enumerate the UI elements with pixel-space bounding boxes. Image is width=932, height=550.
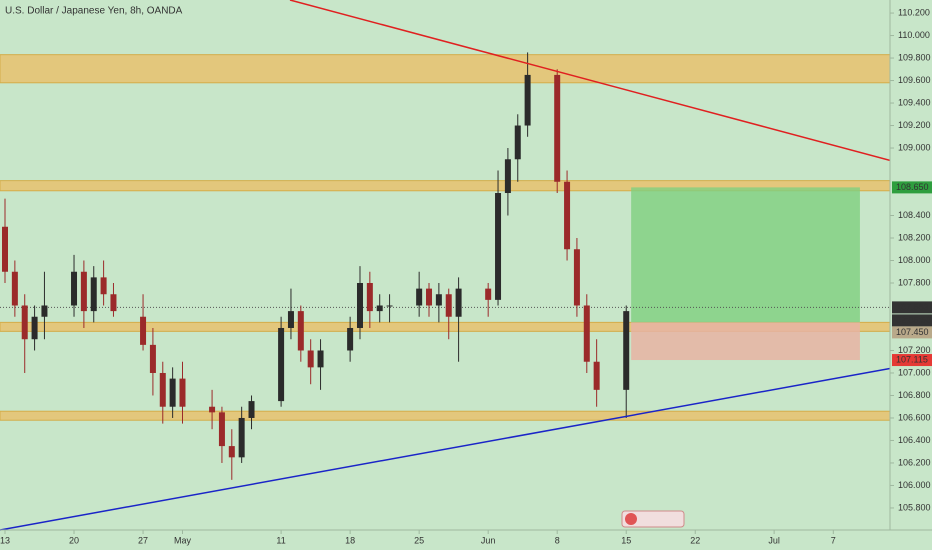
trend-line (0, 367, 891, 531)
y-tick-label: 109.200 (898, 120, 931, 130)
x-tick-label: 25 (414, 535, 424, 545)
x-tick-label: 20 (69, 535, 79, 545)
candle-body (347, 327, 354, 351)
x-tick-label: Jun (481, 535, 496, 545)
price-label-bg (892, 181, 932, 194)
candle-body (110, 294, 117, 312)
candle-body (485, 288, 492, 300)
y-tick-label: 109.000 (898, 142, 931, 152)
candle-body (514, 125, 521, 160)
y-tick-label: 107.200 (898, 345, 931, 355)
candle-body (218, 412, 225, 447)
price-label: 107.450 (896, 327, 929, 337)
candle-body (416, 288, 423, 306)
y-tick-label: 105.800 (898, 502, 931, 512)
y-tick-label: 106.800 (898, 390, 931, 400)
x-tick-label: 22 (690, 535, 700, 545)
y-tick-label: 110.200 (898, 7, 930, 17)
candle-body (445, 294, 452, 317)
loss-zone (631, 322, 860, 361)
zone (0, 410, 891, 421)
y-tick-label: 108.000 (898, 255, 931, 265)
candle-body (564, 181, 571, 250)
y-tick-label: 107.800 (898, 277, 931, 287)
candle-body (593, 361, 600, 390)
y-tick-label: 109.400 (898, 97, 931, 107)
candle-body (159, 372, 166, 407)
candle-body (90, 277, 97, 312)
candle-body (140, 316, 147, 345)
candle-body (80, 271, 87, 312)
x-tick-label: 8 (555, 535, 560, 545)
candle-body (11, 271, 18, 306)
candle-body (248, 401, 255, 418)
trend-line (289, 0, 891, 162)
candle-body (100, 277, 107, 295)
candle-body (524, 74, 531, 126)
y-tick-label: 106.600 (898, 412, 931, 422)
x-tick-label: 11 (276, 535, 285, 545)
candle-body (307, 350, 314, 368)
logo (621, 510, 685, 528)
profit-zone (631, 187, 860, 323)
candle-body (209, 406, 216, 413)
candle-body (623, 311, 630, 390)
y-tick-label: 106.200 (898, 457, 931, 467)
candle-body (366, 282, 373, 312)
candle-body (426, 288, 433, 306)
y-tick-label: 108.200 (898, 232, 931, 242)
candle-body (278, 327, 285, 402)
plot-area (0, 0, 891, 531)
x-tick-label: 13 (0, 535, 10, 545)
y-tick-label: 110.000 (898, 30, 930, 40)
x-tick-label: 27 (138, 535, 148, 545)
x-tick-label: 15 (621, 535, 631, 545)
candle-body (504, 159, 511, 194)
countdown-label: 02:05:50 (896, 315, 931, 325)
candle-body (317, 350, 324, 368)
x-tick-label: 18 (345, 535, 355, 545)
candle-body (41, 305, 48, 317)
candle-body (455, 288, 462, 317)
candle-body (21, 305, 28, 340)
candle-body (287, 311, 294, 328)
y-tick-label: 109.800 (898, 52, 931, 62)
y-tick-label: 107.000 (898, 367, 931, 377)
price-label: 108.650 (896, 182, 929, 192)
candle-body (583, 305, 590, 362)
current-price-label-bg (892, 301, 932, 314)
candle-body (554, 74, 561, 182)
candle-body (169, 378, 176, 407)
y-tick-label: 109.600 (898, 75, 931, 85)
candle-body (573, 249, 580, 306)
candle-body (71, 271, 78, 306)
chart-title: U.S. Dollar / Japanese Yen, 8h, OANDA (5, 6, 183, 17)
x-tick-label: May (174, 535, 192, 545)
y-tick-label: 108.400 (898, 210, 931, 220)
price-label-bg (892, 326, 932, 339)
y-tick-label: 106.400 (898, 435, 931, 445)
candle-body (1, 226, 8, 272)
candle-body (297, 311, 304, 351)
price-label: 107.115 (896, 354, 928, 364)
candle-body (356, 282, 363, 328)
candle-body (495, 193, 502, 300)
x-tick-label: Jul (768, 535, 780, 545)
current-price-label: 107.583 (896, 302, 929, 312)
candle-body (386, 305, 393, 307)
candle-body (228, 446, 235, 458)
candle-body (31, 316, 38, 340)
candle-body (149, 344, 156, 373)
candle-body (376, 305, 383, 312)
y-tick-label: 106.000 (898, 480, 931, 490)
candle-body (179, 378, 186, 407)
x-tick-label: 7 (831, 535, 836, 545)
countdown-label-bg (892, 314, 932, 327)
zone (0, 54, 891, 84)
candle-body (238, 417, 245, 458)
candle-body (435, 294, 442, 306)
price-label-bg (892, 354, 932, 367)
